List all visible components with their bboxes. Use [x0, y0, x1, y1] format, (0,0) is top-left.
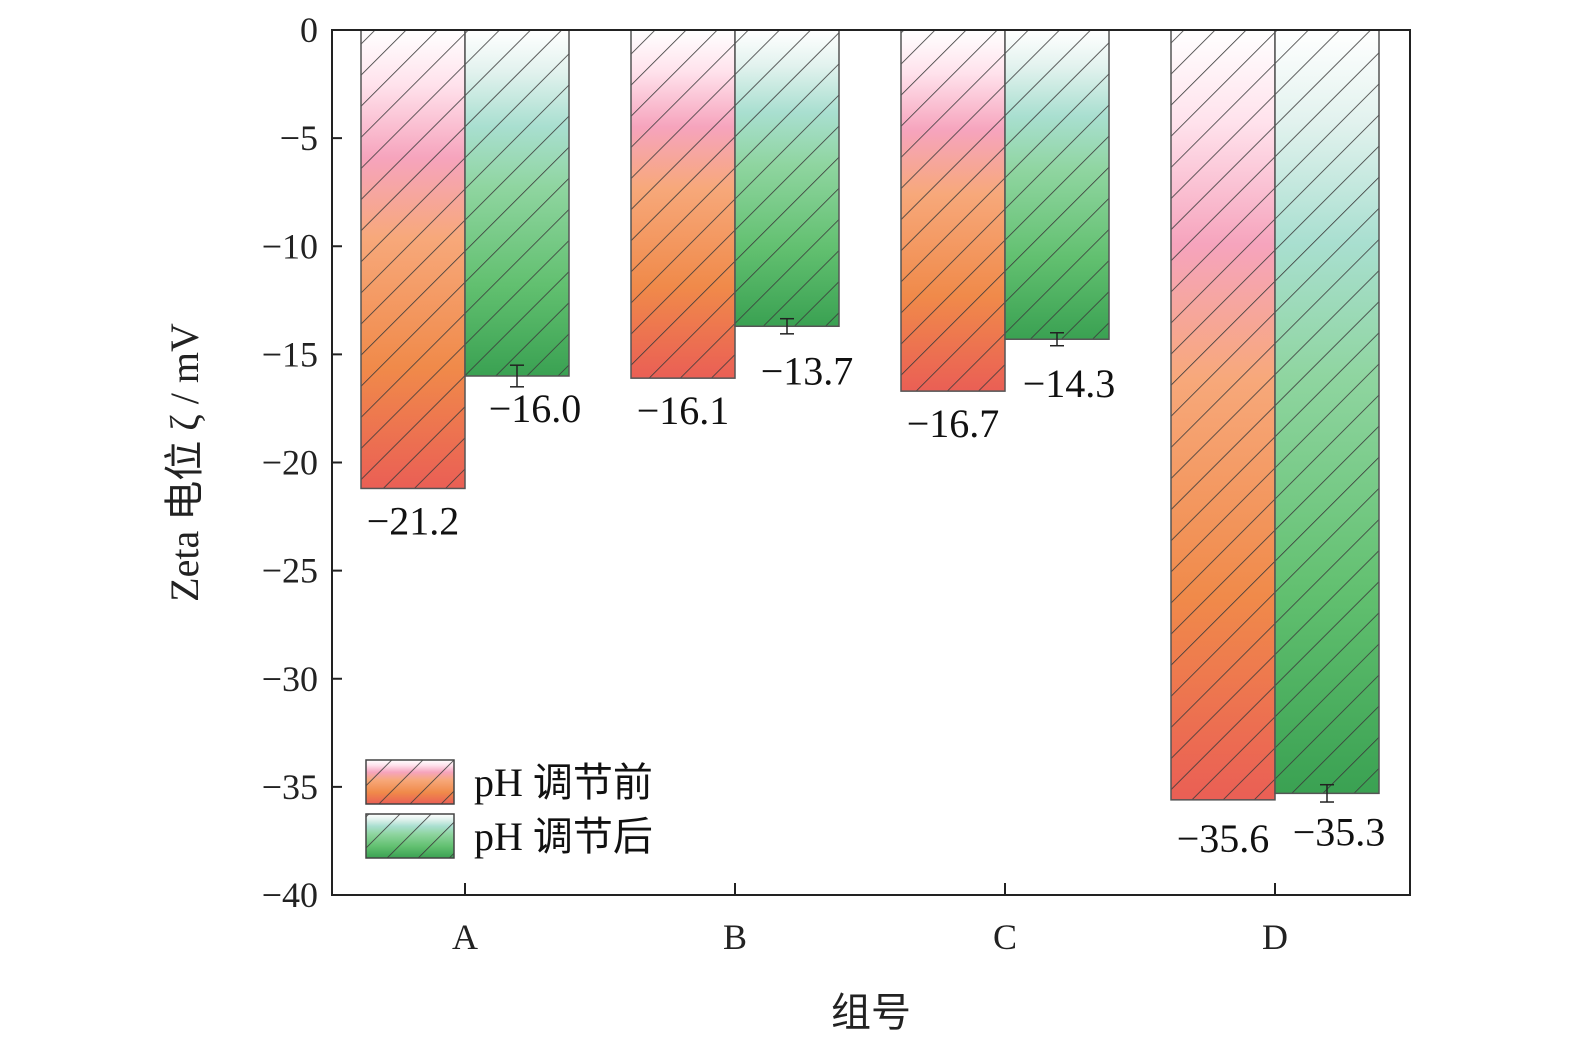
- legend-label: pH 调节前: [474, 760, 653, 805]
- bar-B-series-1: [630, 29, 736, 379]
- error-bar: [1320, 783, 1334, 803]
- error-bar: [510, 364, 524, 388]
- bar-hatch: [1005, 30, 1109, 340]
- data-label: −16.7: [907, 401, 1000, 446]
- x-axis-title: 组号: [831, 990, 911, 1035]
- bar-C-series-1: [900, 29, 1006, 392]
- legend-item-2: pH 调节后: [365, 813, 653, 859]
- x-tick-label: B: [723, 917, 747, 957]
- bar-hatch: [465, 30, 569, 376]
- data-label: −14.3: [1023, 361, 1116, 406]
- bar-D-series-1: [1170, 29, 1276, 801]
- y-tick-label: −20: [262, 443, 318, 483]
- bar-A-series-2: [464, 29, 570, 377]
- y-axis-title: Zeta 电位 ζ / mV: [162, 323, 207, 602]
- data-label: −35.6: [1177, 816, 1270, 861]
- legend-swatch-hatch: [365, 759, 455, 805]
- y-tick-label: −10: [262, 226, 318, 266]
- y-tick-label: −40: [262, 875, 318, 915]
- data-label: −21.2: [367, 498, 460, 543]
- bar-hatch: [1275, 30, 1379, 794]
- y-tick-label: −5: [280, 118, 318, 158]
- data-label: −13.7: [761, 348, 854, 393]
- bar-hatch: [1171, 30, 1275, 800]
- bar-C-series-2: [1004, 29, 1110, 340]
- y-tick-label: 0: [300, 10, 318, 50]
- bar-hatch: [631, 30, 735, 379]
- x-tick-label: C: [993, 917, 1017, 957]
- bar-hatch: [735, 30, 839, 327]
- bar-A-series-1: [360, 29, 466, 490]
- data-label: −35.3: [1293, 809, 1386, 854]
- x-tick-label: D: [1262, 917, 1288, 957]
- error-bar: [780, 317, 794, 335]
- data-label: −16.1: [637, 388, 730, 433]
- data-label: −16.0: [489, 386, 582, 431]
- x-tick-label: A: [452, 917, 478, 957]
- y-tick-label: −35: [262, 767, 318, 807]
- y-tick-label: −30: [262, 659, 318, 699]
- error-bar: [1050, 332, 1064, 347]
- bar-hatch: [901, 30, 1005, 392]
- bar-hatch: [361, 30, 465, 489]
- legend-item-1: pH 调节前: [365, 759, 653, 805]
- y-tick-label: −15: [262, 334, 318, 374]
- y-tick-label: −25: [262, 551, 318, 591]
- legend-label: pH 调节后: [474, 814, 653, 859]
- bar-D-series-2: [1274, 29, 1380, 795]
- legend-swatch-hatch: [365, 813, 455, 859]
- bar-B-series-2: [734, 29, 840, 328]
